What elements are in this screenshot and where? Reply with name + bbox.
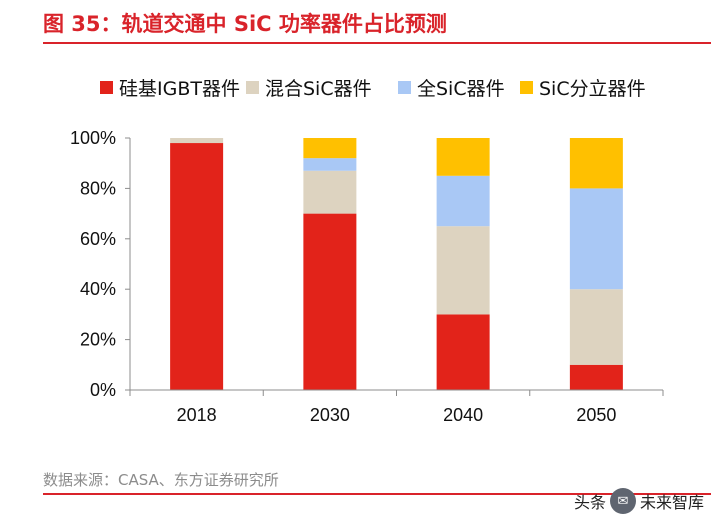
x-tick-label: 2030 [310,405,350,425]
watermark-prefix: 头条 [573,493,606,512]
legend-label: SiC分立器件 [539,78,646,100]
bar-segment-2018-0 [170,143,224,390]
legend-swatch [520,81,533,94]
legend-item-hybrid-sic: 混合SiC器件 [246,74,372,101]
chart-legend: 硅基IGBT器件 混合SiC器件 全SiC器件 SiC分立器件 [0,74,714,104]
y-tick-label: 60% [80,229,116,249]
bar-segment-2050-0 [569,364,623,390]
watermark-name: 未来智库 [639,493,704,512]
bar-segment-2030-2 [303,158,357,171]
bar-segment-2018-1 [170,138,224,144]
bottom-divider [43,493,711,495]
bar-segment-2050-3 [569,138,623,189]
bar-segment-2040-3 [436,138,490,176]
legend-item-igbt: 硅基IGBT器件 [100,74,240,101]
bar-segment-2050-2 [569,188,623,290]
y-tick-label: 20% [80,330,116,350]
bar-segment-2050-1 [569,289,623,365]
y-tick-label: 40% [80,279,116,299]
watermark: 头条 ✉ 未来智库 [574,488,704,514]
x-tick-label: 2040 [443,405,483,425]
title-divider [43,42,711,44]
y-tick-label: 80% [80,178,116,198]
legend-label: 混合SiC器件 [265,78,372,100]
bar-segment-2030-0 [303,213,357,390]
bar-segment-2040-0 [436,314,490,390]
x-tick-label: 2050 [576,405,616,425]
legend-item-sic-discrete: SiC分立器件 [520,74,646,101]
x-tick-label: 2018 [177,405,217,425]
legend-label: 硅基IGBT器件 [119,78,240,100]
legend-label: 全SiC器件 [417,78,505,100]
y-tick-label: 0% [90,380,116,400]
bar-segment-2040-1 [436,226,490,315]
bar-segment-2030-1 [303,170,357,214]
legend-swatch [398,81,411,94]
chart-title: 图 35：轨道交通中 SiC 功率器件占比预测 [43,12,447,36]
legend-swatch [246,81,259,94]
wechat-icon: ✉ [609,488,636,514]
y-tick-label: 100% [70,128,116,148]
legend-item-full-sic: 全SiC器件 [398,74,505,101]
bar-segment-2030-3 [303,138,357,159]
legend-swatch [100,81,113,94]
bar-segment-2040-2 [436,175,490,227]
source-note: 数据来源：CASA、东方证券研究所 [43,471,279,489]
